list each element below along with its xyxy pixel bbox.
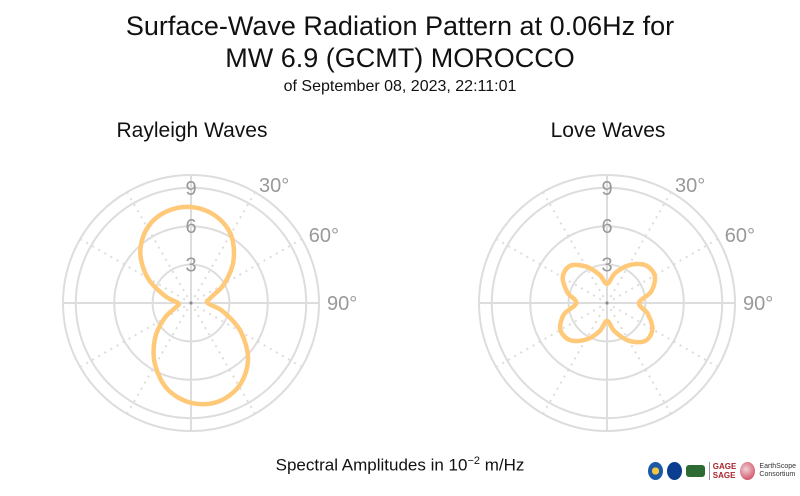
rayleigh-spoke-210 bbox=[126, 302, 192, 415]
rayleigh-spoke-300 bbox=[79, 238, 192, 304]
love-spoke-330 bbox=[542, 191, 608, 304]
rayleigh-r-tick-6: 6 bbox=[185, 216, 196, 238]
units-suffix: m/Hz bbox=[480, 455, 525, 475]
nasa-logo-icon bbox=[667, 462, 683, 480]
love-spoke-120 bbox=[606, 302, 719, 368]
rayleigh-r-tick-3: 3 bbox=[185, 255, 196, 277]
love-spoke-210 bbox=[542, 302, 608, 415]
love-angle-tick-60: 60° bbox=[725, 225, 755, 247]
love-spoke-30 bbox=[606, 191, 672, 304]
love-r-tick-9: 9 bbox=[601, 178, 612, 200]
earthscope-logo: EarthScope Consortium bbox=[759, 463, 796, 479]
units-exponent: −2 bbox=[467, 455, 480, 467]
rayleigh-spoke-30 bbox=[190, 191, 256, 304]
consortium-text: Consortium bbox=[759, 471, 796, 478]
love-center-dot bbox=[605, 301, 609, 305]
rayleigh-angle-tick-30: 30° bbox=[259, 175, 289, 197]
love-spoke-300 bbox=[495, 238, 608, 304]
amplitude-units-label: Spectral Amplitudes in 10−2 m/Hz bbox=[0, 455, 800, 476]
units-base: 10 bbox=[448, 455, 468, 475]
sponsor-logos: GAGE SAGE EarthScope Consortium bbox=[648, 455, 796, 487]
sage-text: SAGE bbox=[712, 471, 736, 480]
gage-sage-logo: GAGE SAGE bbox=[708, 462, 737, 480]
rayleigh-center-dot bbox=[189, 301, 193, 305]
chart-title-line1: Surface-Wave Radiation Pattern at 0.06Hz… bbox=[125, 11, 675, 41]
rayleigh-spoke-60 bbox=[190, 238, 303, 304]
earthscope-globe-icon bbox=[740, 462, 756, 480]
love-pattern-line bbox=[557, 261, 658, 345]
rayleigh-spoke-150 bbox=[190, 302, 256, 415]
love-spoke-60 bbox=[606, 238, 719, 304]
nsf-logo-icon bbox=[648, 462, 664, 480]
units-prefix: Spectral Amplitudes in bbox=[275, 455, 449, 475]
love-spoke-240 bbox=[495, 302, 608, 368]
love-spoke-150 bbox=[606, 302, 672, 415]
love-plot-title: Love Waves bbox=[550, 119, 666, 142]
love-angle-tick-90: 90° bbox=[743, 293, 773, 315]
rayleigh-spoke-330 bbox=[126, 191, 192, 304]
usgs-logo-icon bbox=[686, 465, 705, 477]
rayleigh-pattern-line bbox=[138, 204, 251, 407]
chart-subtitle: of September 08, 2023, 22:11:01 bbox=[283, 78, 517, 95]
chart-title-line2: MW 6.9 (GCMT) MOROCCO bbox=[225, 43, 575, 73]
love-r-tick-6: 6 bbox=[601, 216, 612, 238]
love-r-tick-3: 3 bbox=[601, 255, 612, 277]
rayleigh-plot-title: Rayleigh Waves bbox=[116, 119, 268, 142]
gage-text: GAGE bbox=[712, 462, 737, 471]
rayleigh-spoke-120 bbox=[190, 302, 303, 368]
rayleigh-r-tick-9: 9 bbox=[185, 178, 196, 200]
rayleigh-angle-tick-90: 90° bbox=[327, 293, 357, 315]
rayleigh-angle-tick-60: 60° bbox=[309, 225, 339, 247]
love-angle-tick-30: 30° bbox=[675, 175, 705, 197]
rayleigh-spoke-240 bbox=[79, 302, 192, 368]
earthscope-text: EarthScope bbox=[759, 463, 797, 470]
